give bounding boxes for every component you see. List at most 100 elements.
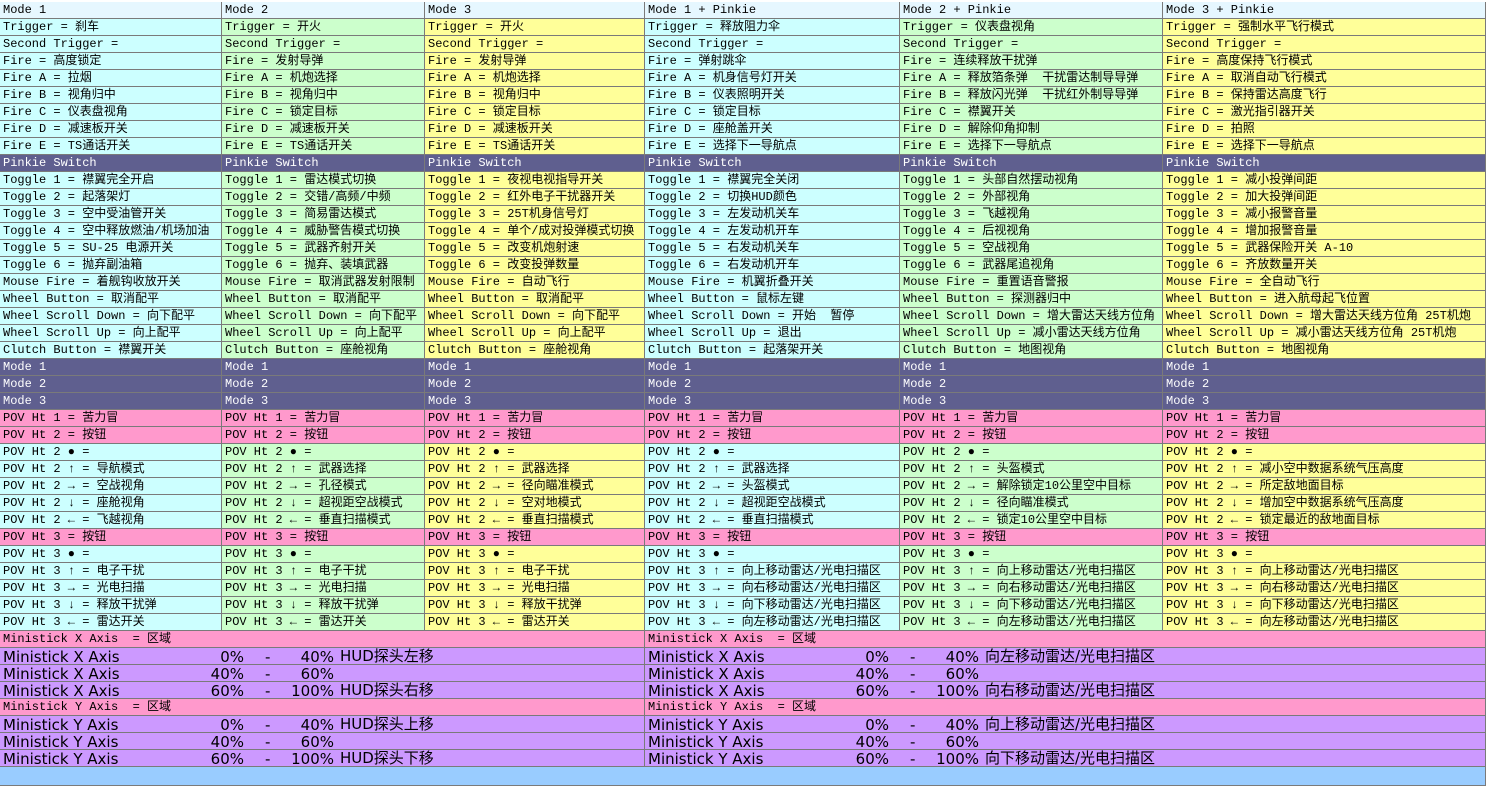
axis-action: HUD探头上移 [340,716,434,733]
table-cell: POV Ht 2 = 按钮 [1163,427,1486,444]
table-cell: POV Ht 2 = 按钮 [425,427,645,444]
table-cell: Wheel Button = 取消配平 [222,291,425,308]
range-from: 60% [210,682,244,699]
table-cell: POV Ht 3 = 按钮 [900,529,1163,546]
table-cell: Toggle 3 = 空中受油管开关 [0,206,222,223]
table-cell: Toggle 5 = 武器保险开关 A-10 [1163,240,1486,257]
table-cell: Toggle 3 = 飞越视角 [900,206,1163,223]
table-cell: Second Trigger = [222,36,425,53]
ministick-row: Ministick X Axis 0% - 40% 向左移动雷达/光电扫描区 [645,648,1486,665]
range-from: 60% [855,682,889,699]
range-to: 60% [945,733,979,750]
table-cell: POV Ht 2 ← = 锁定最近的敌地面目标 [1163,512,1486,529]
axis-label: Ministick X Axis [648,648,765,665]
table-cell: Mouse Fire = 取消武器发射限制 [222,274,425,291]
table-cell: Trigger = 强制水平飞行模式 [1163,19,1486,36]
ministick-row: Ministick X Axis 60% - 100% HUD探头右移 [0,682,645,699]
table-cell: POV Ht 1 = 苦力冒 [645,410,900,427]
table-cell: Mode 3 [900,393,1163,410]
range-to: 60% [945,665,979,682]
table-cell: Toggle 2 = 交错/高频/中频 [222,189,425,206]
table-cell: Fire E = TS通话开关 [425,138,645,155]
range-to: 40% [945,648,979,665]
table-cell: Fire D = 减速板开关 [425,121,645,138]
table-cell: Fire D = 座舱盖开关 [645,121,900,138]
table-cell: Toggle 2 = 加大投弹间距 [1163,189,1486,206]
ministick-row: Ministick Y Axis 0% - 40% HUD探头上移 [0,716,645,733]
table-cell: POV Ht 3 ← = 向左移动雷达/光电扫描区 [1163,614,1486,631]
ministick-row: Ministick X Axis 40% - 60% [645,665,1486,682]
axis-action: 向上移动雷达/光电扫描区 [985,716,1156,733]
range-from: 40% [855,733,889,750]
table-cell: Wheel Scroll Up = 向上配平 [425,325,645,342]
table-cell: POV Ht 2 ← = 垂直扫描模式 [645,512,900,529]
table-cell: Clutch Button = 座舱视角 [425,342,645,359]
range-from: 60% [210,750,244,767]
table-cell: POV Ht 3 = 按钮 [0,529,222,546]
axis-label: Ministick X Axis [3,682,120,699]
table-cell: Wheel Scroll Up = 向上配平 [0,325,222,342]
table-cell: Second Trigger = [1163,36,1486,53]
table-cell: POV Ht 2 ↓ = 超视距空战模式 [645,495,900,512]
table-cell: Fire A = 释放箔条弹 干扰雷达制导导弹 [900,70,1163,87]
table-cell: POV Ht 2 ↑ = 武器选择 [222,461,425,478]
table-cell: POV Ht 2 = 按钮 [645,427,900,444]
table-cell: Wheel Scroll Down = 开始 暂停 [645,308,900,325]
range-from: 40% [210,733,244,750]
range-dash: - [910,682,916,699]
table-cell: Mode 2 [900,376,1163,393]
table-cell: POV Ht 3 ↓ = 向下移动雷达/光电扫描区 [1163,597,1486,614]
table-cell: Fire B = 视角归中 [0,87,222,104]
ministick-header: Ministick X Axis = 区域 [0,631,645,648]
table-cell: Mode 3 + Pinkie [1163,2,1486,19]
table-cell: Fire D = 解除仰角抑制 [900,121,1163,138]
table-cell: Fire C = 襟翼开关 [900,104,1163,121]
table-cell: Toggle 4 = 空中释放燃油/机场加油 [0,223,222,240]
range-dash: - [265,750,271,767]
ministick-row: Ministick Y Axis 40% - 60% [0,733,645,750]
table-cell: POV Ht 3 ● = [222,546,425,563]
table-cell: Toggle 2 = 红外电子干扰器开关 [425,189,645,206]
table-cell: Fire D = 减速板开关 [222,121,425,138]
table-cell: POV Ht 3 ← = 雷达开关 [222,614,425,631]
table-cell: Toggle 6 = 改变投弹数量 [425,257,645,274]
table-cell: Fire B = 保持雷达高度飞行 [1163,87,1486,104]
axis-label: Ministick Y Axis [648,750,764,767]
table-cell: Toggle 6 = 齐放数量开关 [1163,257,1486,274]
table-cell: Mouse Fire = 着舰钩收放开关 [0,274,222,291]
table-cell: Mode 1 [1163,359,1486,376]
table-cell: POV Ht 3 → = 光电扫描 [425,580,645,597]
table-cell: Wheel Scroll Up = 退出 [645,325,900,342]
table-cell: Pinkie Switch [222,155,425,172]
table-cell: Fire E = TS通话开关 [222,138,425,155]
table-cell: Wheel Button = 进入航母起飞位置 [1163,291,1486,308]
table-cell: Mode 2 [425,376,645,393]
table-cell: POV Ht 3 ↑ = 向上移动雷达/光电扫描区 [900,563,1163,580]
table-cell: Toggle 5 = 空战视角 [900,240,1163,257]
table-cell: POV Ht 2 ↓ = 座舱视角 [0,495,222,512]
table-cell: Mode 2 + Pinkie [900,2,1163,19]
table-cell: Fire E = TS通话开关 [0,138,222,155]
table-cell: Toggle 1 = 夜视电视指导开关 [425,172,645,189]
table-cell: Mode 1 [222,359,425,376]
table-cell: POV Ht 2 → = 空战视角 [0,478,222,495]
table-cell: POV Ht 2 ● = [0,444,222,461]
table-cell: Mode 1 [425,359,645,376]
table-cell: Clutch Button = 座舱视角 [222,342,425,359]
table-cell: POV Ht 2 → = 孔径模式 [222,478,425,495]
table-cell: POV Ht 2 ← = 锁定10公里空中目标 [900,512,1163,529]
table-cell: Pinkie Switch [900,155,1163,172]
table-cell: POV Ht 2 = 按钮 [222,427,425,444]
table-cell: POV Ht 3 → = 光电扫描 [222,580,425,597]
table-cell: POV Ht 3 = 按钮 [1163,529,1486,546]
table-cell: POV Ht 2 → = 所定敌地面目标 [1163,478,1486,495]
table-cell: Fire E = 选择下一导航点 [1163,138,1486,155]
table-cell: Mode 2 [222,376,425,393]
table-cell: POV Ht 3 → = 向右移动雷达/光电扫描区 [900,580,1163,597]
table-cell: POV Ht 3 ● = [645,546,900,563]
table-cell: Mode 3 [645,393,900,410]
table-cell: POV Ht 3 ↑ = 电子干扰 [222,563,425,580]
table-cell: Mouse Fire = 重置语音警报 [900,274,1163,291]
table-cell: Toggle 5 = 改变机炮射速 [425,240,645,257]
table-cell: Mode 2 [0,376,222,393]
